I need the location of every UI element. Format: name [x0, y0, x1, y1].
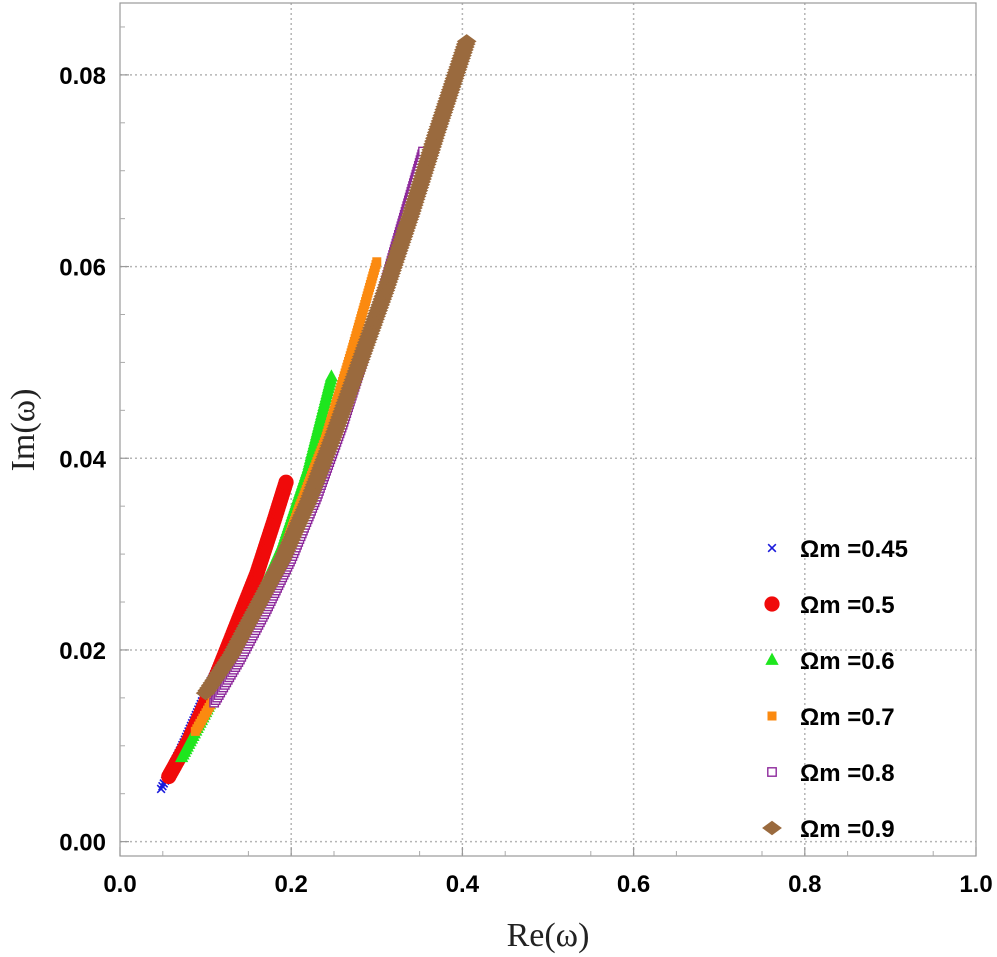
legend-label: Ωm =0.8	[800, 760, 895, 787]
grid	[120, 3, 976, 856]
data-point	[324, 369, 339, 382]
legend-marker	[765, 652, 779, 665]
x-tick-label: 0.8	[788, 871, 821, 898]
x-tick-label: 0.2	[275, 871, 308, 898]
series-2	[161, 474, 294, 785]
legend-item: Ωm =0.5	[764, 592, 895, 619]
legend-label: Ωm =0.9	[800, 816, 895, 843]
x-tick-label: 0.4	[446, 871, 480, 898]
y-tick-label: 0.08	[59, 63, 106, 90]
x-tick-label: 0.6	[617, 871, 650, 898]
legend-label: Ωm =0.5	[800, 592, 895, 619]
y-tick-label: 0.02	[59, 638, 106, 665]
legend-label: Ωm =0.6	[800, 648, 895, 675]
y-tick-label: 0.04	[59, 446, 106, 473]
x-tick-label: 1.0	[959, 871, 992, 898]
legend-marker	[767, 711, 777, 721]
data-point	[456, 34, 477, 49]
legend-item: Ωm =0.45	[767, 536, 908, 563]
legend-marker	[764, 596, 780, 612]
x-axis-title: Re(ω)	[507, 917, 590, 954]
legend: Ωm =0.45 Ωm =0.5 Ωm =0.6 Ωm =0.7 Ωm =0.8 Ωm =…	[762, 536, 908, 843]
x-tick-label: 0.0	[103, 871, 136, 898]
legend-marker	[767, 767, 777, 777]
data-marks	[156, 34, 477, 794]
legend-marker	[762, 820, 782, 836]
legend-item: Ωm =0.8	[767, 760, 895, 787]
legend-marker	[767, 543, 777, 553]
series-6	[195, 34, 477, 701]
y-tick-label: 0.06	[59, 255, 106, 282]
y-axis-title: Im(ω)	[5, 389, 42, 472]
data-point	[278, 474, 294, 490]
data-point	[372, 257, 382, 267]
legend-item: Ωm =0.6	[765, 648, 895, 675]
y-tick-label: 0.00	[59, 830, 106, 857]
axis-ticks: 0.0 0.2 0.4 0.6 0.8 1.0 0.00 0.02 0.04 0.06 0.08	[59, 26, 993, 898]
plot-frame	[119, 2, 977, 857]
legend-label: Ωm =0.7	[800, 704, 895, 731]
legend-label: Ωm =0.45	[800, 536, 908, 563]
legend-item: Ωm =0.9	[762, 816, 895, 843]
legend-item: Ωm =0.7	[767, 704, 895, 731]
